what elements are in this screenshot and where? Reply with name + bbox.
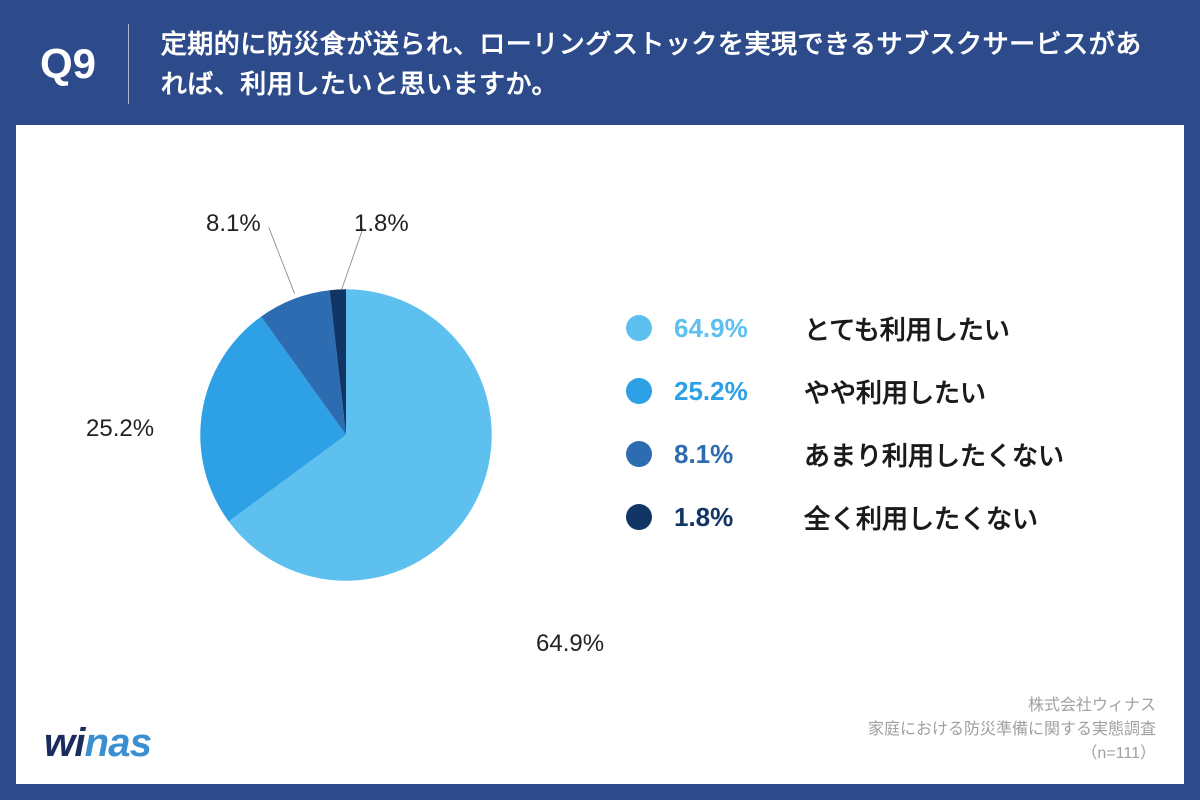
- legend-percent: 64.9%: [674, 313, 804, 344]
- legend-dot-icon: [626, 315, 652, 341]
- legend-percent: 8.1%: [674, 439, 804, 470]
- legend-dot-icon: [626, 504, 652, 530]
- credit-company: 株式会社ウィナス: [868, 694, 1156, 718]
- slice-label: 8.1%: [206, 210, 261, 238]
- legend-item: 25.2%やや利用したい: [626, 373, 1064, 410]
- legend: 64.9%とても利用したい25.2%やや利用したい8.1%あまり利用したくない1…: [626, 310, 1064, 536]
- legend-item: 8.1%あまり利用したくない: [626, 436, 1064, 473]
- slice-label: 64.9%: [536, 630, 604, 658]
- slice-label: 1.8%: [354, 210, 409, 238]
- legend-label: 全く利用したくない: [804, 499, 1038, 536]
- question-text: 定期的に防災食が送られ、ローリングストックを実現できるサブスクサービスがあれば、…: [161, 24, 1160, 105]
- brand-logo: winas: [44, 721, 151, 766]
- credit-survey: 家庭における防災準備に関する実態調査: [868, 718, 1156, 742]
- legend-dot-icon: [626, 378, 652, 404]
- legend-item: 1.8%全く利用したくない: [626, 499, 1064, 536]
- question-number: Q9: [40, 40, 128, 88]
- header: Q9 定期的に防災食が送られ、ローリングストックを実現できるサブスクサービスがあ…: [0, 0, 1200, 125]
- pie-svg: [106, 195, 586, 675]
- legend-label: とても利用したい: [804, 310, 1010, 347]
- pie-chart: 64.9%25.2%8.1%1.8%: [106, 195, 586, 675]
- chart-area: 64.9%25.2%8.1%1.8% 64.9%とても利用したい25.2%やや利…: [16, 125, 1184, 784]
- credit-n: （n=111）: [868, 742, 1156, 766]
- legend-percent: 1.8%: [674, 502, 804, 533]
- survey-credit: 株式会社ウィナス 家庭における防災準備に関する実態調査 （n=111）: [868, 694, 1156, 766]
- legend-item: 64.9%とても利用したい: [626, 310, 1064, 347]
- legend-dot-icon: [626, 441, 652, 467]
- legend-percent: 25.2%: [674, 376, 804, 407]
- leader-line: [269, 227, 295, 293]
- legend-label: あまり利用したくない: [804, 436, 1064, 473]
- slice-label: 25.2%: [86, 415, 154, 443]
- legend-label: やや利用したい: [804, 373, 986, 410]
- header-divider: [128, 24, 129, 104]
